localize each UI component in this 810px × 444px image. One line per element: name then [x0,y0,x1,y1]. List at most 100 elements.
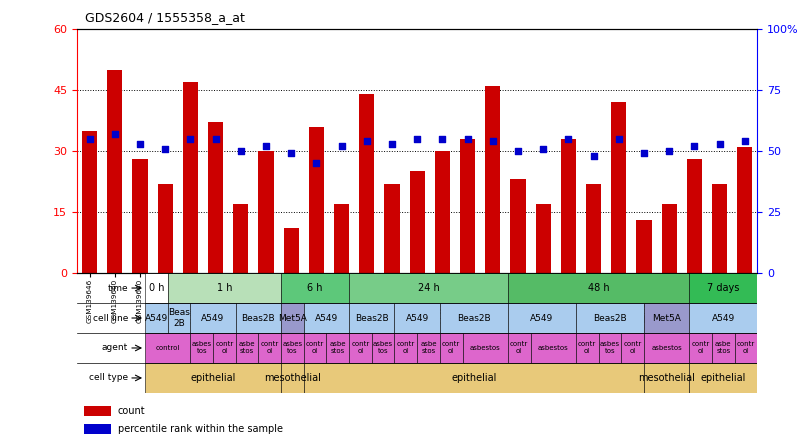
Text: asbes
tos: asbes tos [373,341,393,354]
Text: cell type: cell type [89,373,128,382]
Bar [284,228,299,273]
Bar [599,333,621,363]
Point [335,143,348,150]
Text: contr
ol: contr ol [737,341,755,354]
Bar [385,183,399,273]
Point [537,145,550,152]
Bar [349,273,508,303]
Text: asbe
stos: asbe stos [239,341,255,354]
Text: A549: A549 [531,313,553,322]
Text: Beas2B: Beas2B [457,313,491,322]
Bar [644,363,689,393]
Bar [82,131,97,273]
Bar [83,424,111,433]
Bar [712,183,727,273]
Point [83,135,96,142]
Bar [158,183,173,273]
Bar [349,303,394,333]
Bar [576,303,644,333]
Bar [394,303,440,333]
Text: Beas2B: Beas2B [355,313,389,322]
Point [637,150,650,157]
Bar [394,333,417,363]
Bar [168,303,190,333]
Point [436,135,449,142]
Bar [737,147,752,273]
Bar [689,363,757,393]
Bar [145,363,281,393]
Text: Met5A: Met5A [278,313,307,322]
Text: A549: A549 [406,313,428,322]
Text: asbestos: asbestos [651,345,682,351]
Bar [213,333,236,363]
Text: contr
ol: contr ol [261,341,279,354]
Text: asbe
stos: asbe stos [420,341,437,354]
Text: agent: agent [102,344,128,353]
Bar [510,179,526,273]
Bar [535,204,551,273]
Bar [372,333,394,363]
Bar [208,123,223,273]
Text: contr
ol: contr ol [397,341,415,354]
Text: Beas2B: Beas2B [593,313,627,322]
Bar [236,333,258,363]
Bar [145,303,168,333]
Bar [190,303,236,333]
Bar [637,220,651,273]
Bar [689,273,757,303]
Bar [435,151,450,273]
Bar [644,303,689,333]
Bar [612,102,626,273]
Bar [233,204,249,273]
Point [587,152,600,159]
Text: 6 h: 6 h [307,283,323,293]
Point [360,138,373,145]
Point [486,138,499,145]
Bar [309,127,324,273]
Bar [281,333,304,363]
Bar [281,303,304,333]
Bar [145,333,190,363]
Bar [508,273,689,303]
Point [663,147,676,155]
Point [562,135,575,142]
Bar [735,333,757,363]
Bar [508,303,576,333]
Point [511,147,524,155]
Bar [168,273,281,303]
Text: time: time [108,284,128,293]
Point [209,135,222,142]
Bar [258,151,274,273]
Point [284,150,297,157]
Text: A549: A549 [712,313,735,322]
Text: contr
ol: contr ol [624,341,642,354]
Text: asbes
tos: asbes tos [192,341,211,354]
Bar [410,171,424,273]
Text: mesothelial: mesothelial [638,373,695,383]
Bar [662,204,676,273]
Point [159,145,172,152]
Point [234,147,247,155]
Text: Beas
2B: Beas 2B [168,308,190,328]
Text: contr
ol: contr ol [215,341,233,354]
Text: asbestos: asbestos [538,345,569,351]
Point [411,135,424,142]
Bar [132,159,147,273]
Bar [349,333,372,363]
Text: mesothelial: mesothelial [264,373,321,383]
Bar [712,333,735,363]
Point [713,140,726,147]
Text: contr
ol: contr ol [352,341,369,354]
Text: contr
ol: contr ol [306,341,324,354]
Bar [304,363,644,393]
Text: contr
ol: contr ol [692,341,710,354]
Point [461,135,474,142]
Text: 24 h: 24 h [418,283,439,293]
Text: 0 h: 0 h [148,283,164,293]
Bar [326,333,349,363]
Bar [334,204,349,273]
Point [386,140,399,147]
Text: Met5A: Met5A [652,313,681,322]
Text: epithelial: epithelial [190,373,236,383]
Text: A549: A549 [202,313,224,322]
